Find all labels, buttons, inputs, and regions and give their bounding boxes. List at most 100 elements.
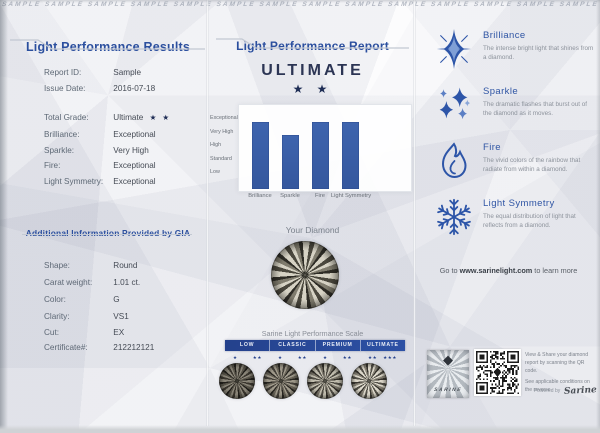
- field-label: Color:: [44, 295, 66, 304]
- field-label: Total Grade:: [44, 113, 89, 122]
- powered-by-label: Powered by: [533, 388, 561, 394]
- feature-light-symmetry: Light Symmetry The equal distribution of…: [433, 196, 597, 238]
- total-grade-word: ULTIMATE: [261, 62, 364, 79]
- sparkle-icon: [433, 84, 475, 126]
- diamond-photo-low: [219, 363, 255, 399]
- bar-brilliance: [252, 121, 269, 189]
- chart-bars: [252, 105, 384, 189]
- stars-min: ★: [233, 355, 238, 360]
- field-shape: Shape: Round: [44, 261, 137, 270]
- scan-edge-bottom: [0, 425, 600, 433]
- feature-fire: Fire The vivid colors of the rainbow tha…: [433, 140, 597, 182]
- fire-icon: [433, 140, 475, 182]
- field-value: 1.01 ct.: [113, 278, 141, 287]
- scan-edge-right: [596, 0, 600, 433]
- chart-y-axis: Exceptional Very High High Standard Low: [210, 115, 238, 175]
- your-diamond-label: Your Diamond: [285, 225, 340, 235]
- y-tick: Low: [210, 169, 220, 175]
- x-label-sparkle: Sparkle: [280, 193, 300, 199]
- learn-more-line: Go to www.sarinelight.com to learn more: [417, 266, 600, 275]
- field-total-grade: Total Grade: Ultimate ★ ★: [44, 113, 171, 122]
- additional-info-rule: [22, 234, 192, 235]
- feature-text: Sparkle The dramatic flashes that burst …: [483, 84, 595, 126]
- scale-diamond-photos: [219, 363, 399, 399]
- feature-description: The intense bright light that shines fro…: [483, 45, 594, 62]
- field-issue-date: Issue Date: 2016-07-18: [44, 84, 155, 93]
- scan-edge-top: [0, 0, 600, 3]
- y-tick: High: [210, 142, 222, 148]
- field-fire: Fire: Exceptional: [44, 161, 156, 170]
- field-value: VS1: [113, 312, 129, 321]
- feature-text: Light Symmetry The equal distribution of…: [483, 196, 595, 238]
- fold-line: [413, 0, 416, 426]
- feature-title: Fire: [483, 142, 501, 153]
- diamond-photo-classic: [263, 363, 299, 399]
- powered-by-line: Powered by Sarine: [521, 385, 598, 397]
- feature-description: The equal distribution of light that ref…: [483, 213, 576, 230]
- report-panel: Light Performance Report ULTIMATE ★ ★ Ex…: [210, 0, 415, 433]
- y-tick: Exceptional: [210, 115, 238, 121]
- field-certificate: Certificate#: 212212121: [44, 343, 154, 352]
- scale-stars-classic: ★ ★★: [270, 355, 315, 361]
- feature-sparkle: Sparkle The dramatic flashes that burst …: [433, 84, 597, 126]
- bar-fire: [312, 121, 329, 189]
- scale-star-ranges: ★ ★★ ★ ★★ ★ ★★ ★★ ★★★: [225, 355, 405, 361]
- report-panel-title: Light Performance Report: [236, 39, 389, 54]
- fold-line: [206, 0, 209, 426]
- scale-level-low: LOW: [225, 340, 271, 351]
- diamond-photo-ultimate: [351, 363, 387, 399]
- field-sparkle: Sparkle: Very High: [44, 146, 149, 155]
- x-label-fire: Fire: [315, 193, 325, 199]
- qr-caption-line: View & Share your diamond report by scan…: [525, 352, 589, 374]
- scale-stars-low: ★ ★★: [225, 355, 270, 361]
- your-diamond-photo: [271, 241, 339, 309]
- sarinelight-url: www.sarinelight.com: [459, 266, 533, 275]
- field-light-symmetry: Light Symmetry: Exceptional: [44, 177, 156, 186]
- field-brilliance: Brilliance: Exceptional: [44, 130, 156, 139]
- field-value: Round: [113, 261, 138, 270]
- stars-max: ★★: [297, 355, 307, 360]
- qr-caption-line: See applicable conditions on the reverse…: [525, 378, 590, 393]
- light-symmetry-icon: [433, 196, 475, 238]
- field-cut: Cut: EX: [44, 328, 124, 337]
- field-label: Light Symmetry:: [44, 177, 104, 186]
- stars-max: ★★: [342, 355, 352, 360]
- brilliance-icon: [433, 28, 475, 70]
- bar-light-symmetry: [342, 121, 359, 189]
- field-value: Exceptional: [113, 177, 156, 186]
- performance-scale-bar: LOW CLASSIC PREMIUM ULTIMATE: [225, 340, 405, 351]
- results-panel: Light Performance Results Report ID: Sam…: [8, 0, 208, 433]
- learn-more-suffix: to learn more: [532, 266, 578, 275]
- feature-title: Brilliance: [483, 30, 526, 41]
- field-label: Sparkle:: [44, 146, 75, 155]
- field-label: Report ID:: [44, 68, 82, 77]
- scale-level-premium: PREMIUM: [316, 340, 361, 351]
- field-value: Sample: [113, 68, 142, 77]
- field-value: EX: [113, 328, 125, 337]
- qr-code: [474, 349, 521, 396]
- field-value: 212212121: [113, 343, 155, 352]
- sarine-logo: Sarine: [563, 385, 598, 397]
- title-swoosh-line: [216, 38, 409, 49]
- learn-more-prefix: Go to: [439, 266, 460, 275]
- holo-brand-text: SARINE: [433, 387, 463, 393]
- feature-description: The dramatic flashes that burst out of t…: [483, 101, 587, 118]
- additional-info-title: Additional Information Provided by GIA: [25, 227, 191, 238]
- glossary-panel: Brilliance The intense bright light that…: [417, 0, 600, 433]
- feature-title: Sparkle: [483, 86, 519, 97]
- stars-min: ★★: [368, 355, 378, 360]
- total-grade-stars: ★ ★: [292, 82, 333, 96]
- scale-stars-ultimate: ★★ ★★★: [360, 355, 405, 361]
- field-value: Exceptional: [113, 161, 156, 170]
- feature-text: Fire The vivid colors of the rainbow tha…: [483, 140, 595, 182]
- field-label: Certificate#:: [44, 343, 88, 352]
- field-label: Fire:: [44, 161, 61, 170]
- qr-code-svg: [476, 351, 519, 394]
- feature-title: Light Symmetry: [483, 198, 555, 209]
- stars-max: ★★★: [383, 355, 397, 360]
- feature-brilliance: Brilliance The intense bright light that…: [433, 28, 597, 70]
- results-panel-title: Light Performance Results: [25, 40, 191, 55]
- field-clarity: Clarity: VS1: [44, 312, 129, 321]
- x-label-light-symmetry: Light Symmetry: [330, 193, 372, 199]
